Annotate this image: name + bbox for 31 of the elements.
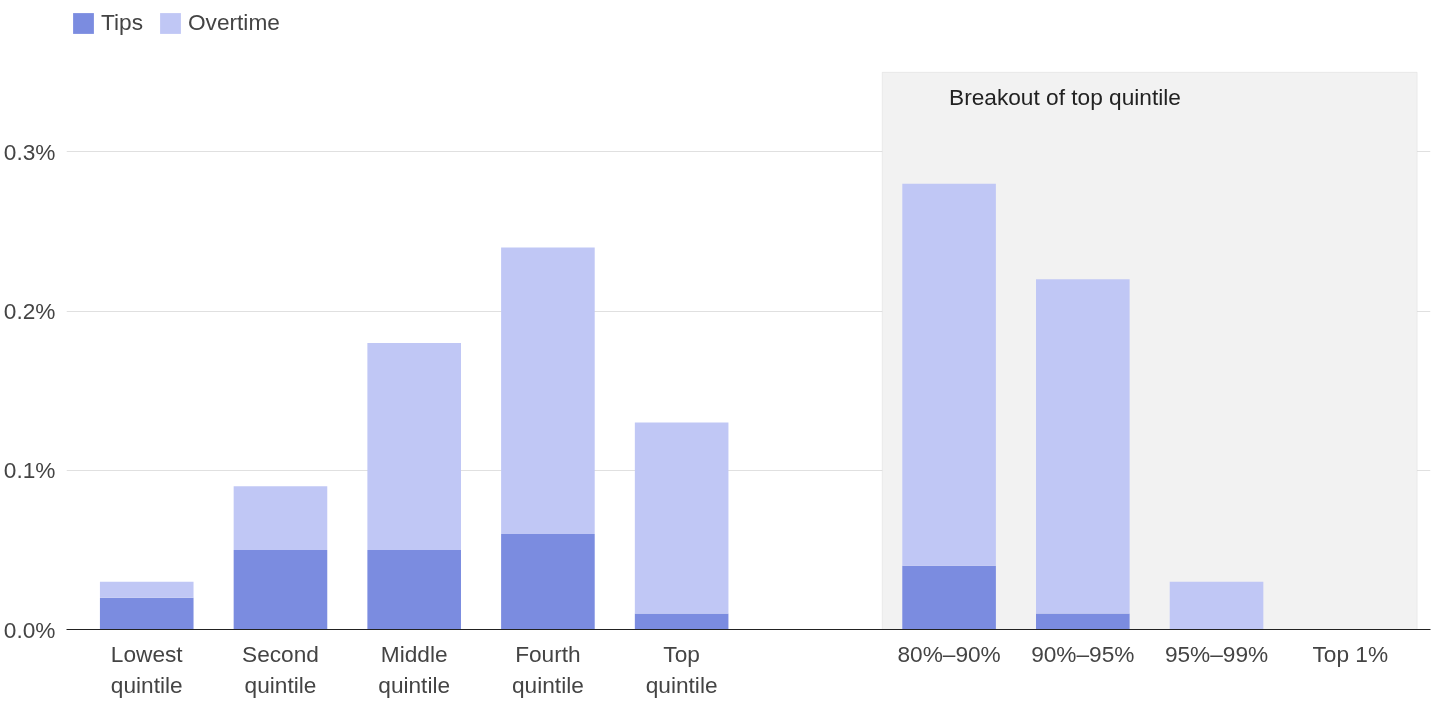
bar <box>501 533 595 630</box>
y-tick-label: 0.2% <box>3 298 56 325</box>
bar <box>1036 279 1130 614</box>
x-tick-label: Top 1% <box>1312 640 1389 667</box>
y-tick-label: 0.0% <box>3 616 56 643</box>
legend-label: Tips <box>101 9 143 36</box>
bar <box>367 549 461 630</box>
x-tick-label: Lowest quintile <box>110 640 184 698</box>
bar <box>501 247 595 534</box>
bar <box>1169 581 1264 630</box>
x-tick-label: 90%–95% <box>1031 640 1135 667</box>
bar <box>233 549 328 630</box>
x-tick-label: Fourth quintile <box>512 640 584 698</box>
y-tick-label: 0.3% <box>3 138 56 165</box>
bar <box>233 486 328 550</box>
x-tick-label: Second quintile <box>242 640 319 698</box>
bar <box>634 613 729 630</box>
x-tick-label: 80%–90% <box>897 640 1001 667</box>
bar <box>99 581 194 598</box>
bar <box>99 597 194 630</box>
x-tick-label: Middle quintile <box>378 640 451 698</box>
bar <box>902 565 996 630</box>
legend-label: Overtime <box>187 9 280 36</box>
bar <box>902 183 996 566</box>
bar <box>367 342 461 550</box>
y-tick-label: 0.1% <box>3 457 56 484</box>
band-label: Breakout of top quintile <box>949 84 1181 111</box>
bar <box>634 422 729 614</box>
x-tick-label: 95%–99% <box>1164 640 1269 667</box>
bar <box>1036 613 1130 630</box>
x-tick-label: Top quintile <box>645 640 718 698</box>
